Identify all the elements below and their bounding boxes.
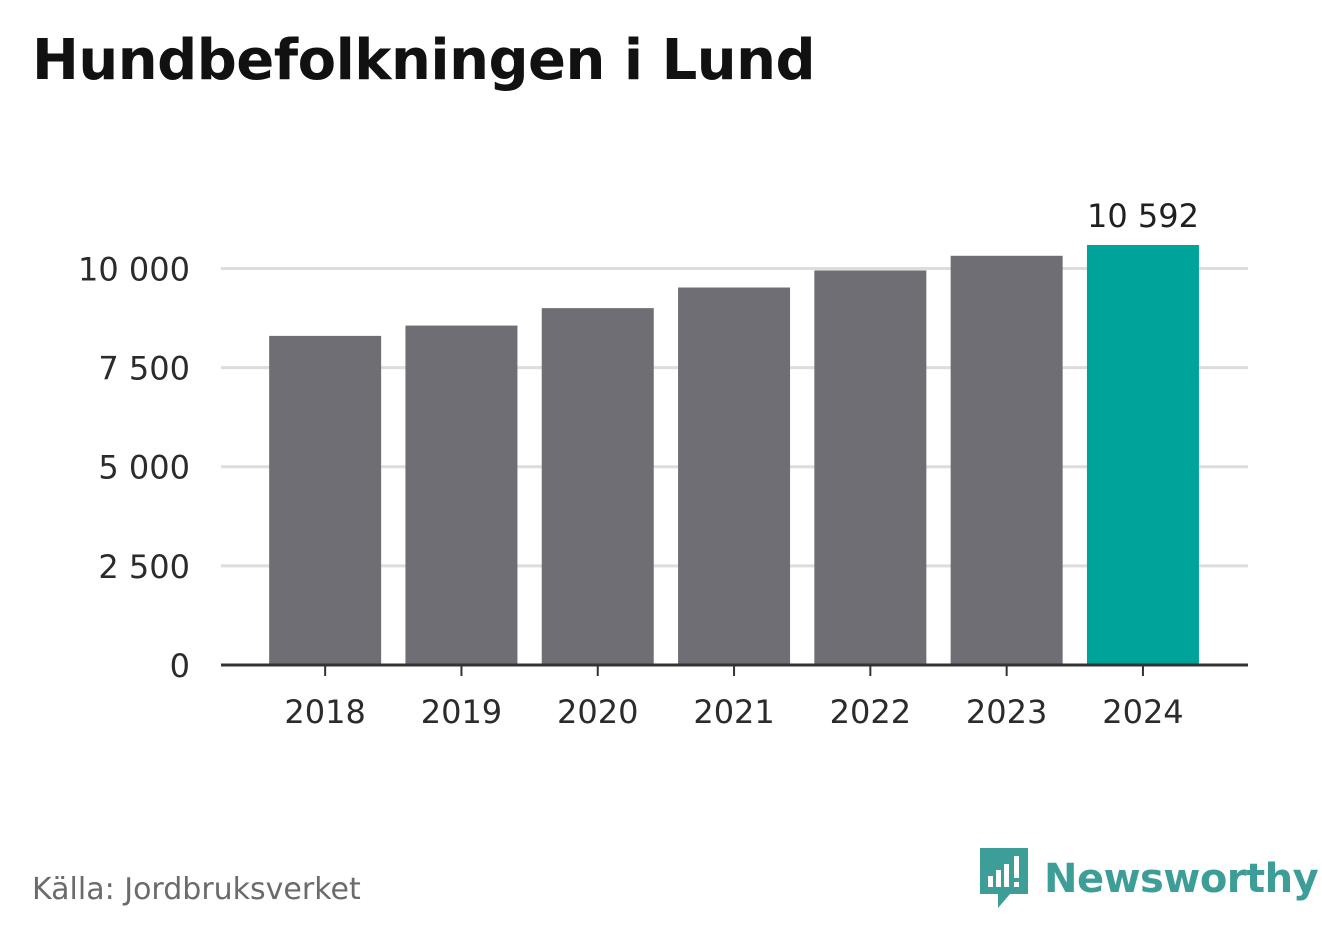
x-tick-label: 2022 [830,693,911,731]
x-axis-ticks: 2018 2019 2020 2021 2022 2023 2024 [284,665,1184,731]
bar-2022 [814,270,927,665]
bar-2020 [541,308,654,665]
x-tick-label: 2021 [693,693,774,731]
y-tick-label: 7 500 [98,350,190,388]
x-tick-label: 2020 [557,693,638,731]
brand-logo-group: Newsworthy [980,848,1319,910]
bar-2023 [950,255,1063,665]
chart-title: Hundbefolkningen i Lund [32,28,816,93]
y-tick-label: 0 [170,647,190,685]
y-tick-label: 2 500 [98,548,190,586]
source-note: Källa: Jordbruksverket [32,872,361,907]
y-tick-label: 10 000 [78,250,190,288]
data-labels: 10 592 [1087,197,1199,235]
x-tick-label: 2018 [284,693,365,731]
data-label: 10 592 [1087,197,1199,235]
bar-2019 [405,325,518,665]
newsworthy-chart-bubble-icon [980,848,1028,908]
brand-name: Newsworthy [1044,856,1319,902]
x-tick-label: 2024 [1102,693,1183,731]
bar-2021 [678,287,791,665]
y-tick-label: 5 000 [98,449,190,487]
bar-2024 [1086,245,1199,665]
bar-2018 [269,335,382,665]
x-tick-label: 2023 [966,693,1047,731]
bars [269,245,1199,665]
x-tick-label: 2019 [421,693,502,731]
y-axis-labels: 0 2 500 5 000 7 500 10 000 [78,250,190,685]
